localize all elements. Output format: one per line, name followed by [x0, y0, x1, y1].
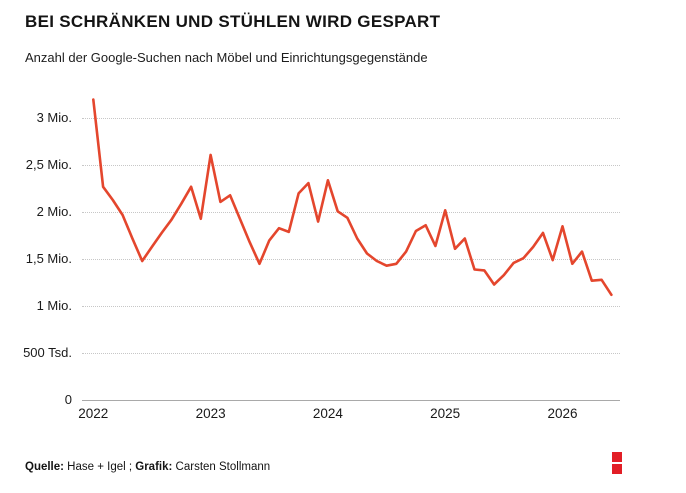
- chart-subtitle: Anzahl der Google-Suchen nach Möbel und …: [25, 50, 428, 65]
- logo-square-top: [612, 452, 622, 462]
- x-tick-label: 2023: [195, 406, 226, 421]
- page-title: BEI SCHRÄNKEN UND STÜHLEN WIRD GESPART: [25, 12, 441, 31]
- credit-label: Grafik:: [135, 461, 173, 473]
- source-label: Quelle:: [25, 461, 64, 473]
- y-tick-label: 0: [64, 392, 72, 407]
- y-gridline: [82, 306, 620, 308]
- y-gridline: [82, 353, 620, 355]
- y-tick-label: 3 Mio.: [36, 110, 72, 126]
- x-tick-label: 2024: [312, 406, 343, 421]
- y-tick-label: 2,5 Mio.: [25, 157, 72, 173]
- x-axis-baseline: [82, 400, 620, 401]
- y-gridline: [82, 212, 620, 214]
- credit-value: Carsten Stollmann: [172, 461, 271, 473]
- x-tick-label: 2025: [430, 406, 461, 421]
- source-value: Hase + Igel ;: [63, 461, 136, 473]
- trend-line: [92, 98, 613, 297]
- logo-square-bottom: [612, 464, 622, 474]
- y-tick-label: 1 Mio.: [36, 298, 72, 314]
- y-tick-label: 500 Tsd.: [23, 345, 72, 361]
- source-credit: Quelle: Hase + Igel ; Grafik: Carsten St…: [25, 461, 270, 473]
- y-gridline: [82, 118, 620, 120]
- x-tick-label: 2026: [547, 406, 578, 421]
- y-gridline: [82, 165, 620, 167]
- x-tick-label: 2022: [78, 406, 109, 421]
- y-tick-label: 2 Mio.: [36, 204, 72, 220]
- publisher-logo: [612, 452, 623, 475]
- y-gridline: [82, 259, 620, 261]
- y-tick-label: 1,5 Mio.: [25, 251, 72, 267]
